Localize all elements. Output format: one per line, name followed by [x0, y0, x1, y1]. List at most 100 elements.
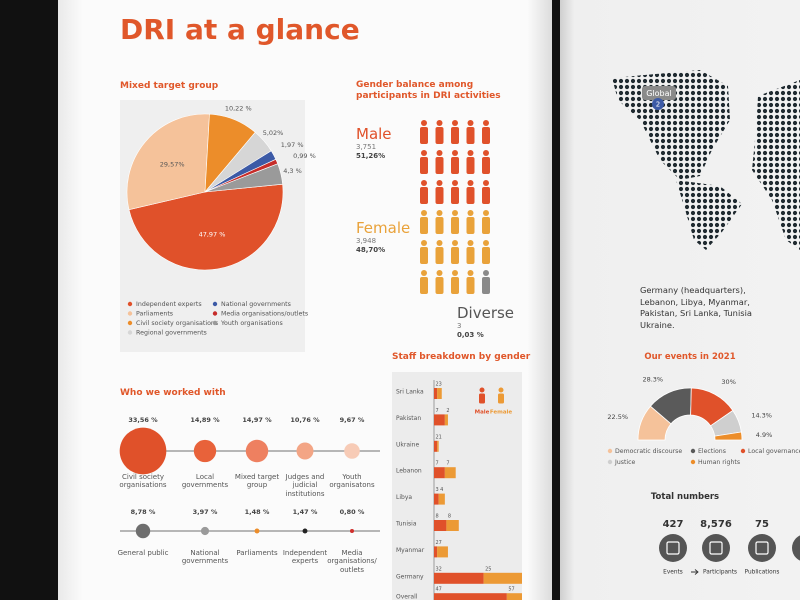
legend-swatch	[127, 320, 133, 326]
category-label: Libya	[396, 494, 412, 501]
legend-icon-head	[479, 387, 485, 393]
map-badge-count-label: 2	[656, 101, 660, 109]
legend-label: Independent experts	[136, 301, 202, 308]
bar-value-label: 2	[436, 540, 439, 546]
dot-value-label: 10,76 %	[290, 416, 320, 424]
total-icon	[748, 534, 776, 562]
gender-count: 3	[457, 322, 462, 330]
bar-value-label: 2	[436, 434, 439, 440]
world-map: Global 2	[612, 70, 800, 250]
dot-category-label: Local governments	[181, 473, 229, 490]
person-icon-head	[436, 120, 443, 126]
pie-slice	[128, 183, 284, 271]
total-value: 8,576	[700, 519, 732, 530]
page-title: DRI at a glance	[120, 13, 360, 46]
dot-category-label: Mixed target group	[234, 473, 280, 490]
person-icon-body	[482, 127, 490, 144]
gender-share: 0,03 %	[457, 331, 484, 339]
pie-value-label: 0,99 %	[293, 152, 316, 160]
bar-value-label: 2	[446, 408, 449, 414]
legend-swatch	[740, 448, 746, 454]
pie-value-label: 47,97 %	[199, 230, 226, 238]
person-icon-head	[436, 150, 443, 156]
dot	[296, 442, 314, 460]
bar-value-label: 32	[436, 566, 442, 572]
bar-segment	[434, 440, 438, 452]
bar-value-label: 3	[439, 382, 442, 388]
legend-swatch	[212, 301, 218, 307]
total-icon-glyph	[755, 541, 769, 555]
gender-share: 51,26%	[356, 152, 386, 160]
dot-category-label: Civil society organisations	[119, 473, 167, 490]
person-icon-head	[467, 180, 474, 186]
category-label: Tunisia	[395, 521, 417, 528]
pie-value-label: 10,22 %	[225, 104, 252, 112]
legend-icon-body	[498, 393, 504, 404]
bar-value-label: 7	[439, 540, 442, 546]
bar-value-label: 8	[436, 514, 439, 520]
category-label: Ukraine	[396, 441, 419, 448]
person-icon-body	[451, 127, 459, 144]
pie-value-label: 4,3 %	[283, 167, 302, 175]
person-icon-head	[483, 180, 489, 186]
chart-title: Staff breakdown by gender	[392, 352, 531, 362]
bar-segment	[437, 440, 439, 452]
bar-segment	[434, 467, 445, 479]
total-icon	[702, 534, 730, 562]
person-icon-body	[451, 217, 459, 234]
bar-segment	[434, 414, 445, 426]
donut-value-label: 14.3%	[751, 412, 772, 420]
person-icon-body	[482, 277, 490, 294]
legend-swatch	[607, 448, 613, 454]
total-icon-glyph	[666, 541, 680, 555]
donut-value-label: 22.5%	[607, 413, 628, 421]
legend-swatch	[127, 301, 133, 307]
person-icon-body	[435, 157, 444, 174]
dot	[254, 528, 260, 534]
legend-label: Democratic discourse	[615, 448, 682, 455]
person-icon-head	[467, 120, 474, 126]
dot-category-label: General public	[117, 549, 169, 557]
person-icon-head	[452, 210, 458, 216]
dot-value-label: 0,80 %	[340, 508, 365, 516]
bar-value-label: 57	[508, 587, 514, 593]
person-icon-body	[466, 157, 475, 174]
map-badge	[642, 86, 676, 100]
person-icon-body	[435, 277, 444, 294]
gender-share: 48,70%	[356, 246, 386, 254]
bar-segment	[434, 593, 507, 600]
total-value: 75	[755, 519, 769, 530]
person-icon-head	[452, 120, 458, 126]
person-icon-body	[420, 247, 428, 264]
person-icon-body	[466, 127, 475, 144]
legend-swatch	[127, 311, 133, 316]
person-icon-head	[452, 150, 458, 156]
dot-category-label: Judges and judicial institutions	[285, 473, 325, 498]
legend-icon-head	[498, 387, 504, 393]
bar-segment	[438, 493, 445, 505]
pie-value-label: 5,02%	[263, 129, 284, 137]
dot-value-label: 33,56 %	[128, 416, 158, 424]
person-icon-head	[436, 180, 443, 186]
bar-segment	[444, 414, 448, 426]
person-icon-head	[452, 240, 458, 246]
dot-category-label: Media organisations/ outlets	[327, 549, 377, 574]
section-title: Gender balance among participants in DRI…	[356, 80, 501, 102]
bar-value-label: 8	[448, 514, 451, 520]
gender-label: Diverse	[457, 304, 515, 322]
dot	[119, 427, 167, 475]
map-badge-label: Global	[646, 89, 672, 98]
bar-segment	[437, 388, 442, 399]
total-label: Publications	[745, 570, 780, 576]
pie-slice	[204, 163, 283, 193]
legend-label: Local governance	[748, 448, 800, 455]
total-icon	[659, 534, 687, 562]
legend-label: Human rights	[698, 459, 740, 466]
person-icon-body	[451, 157, 459, 174]
total-label: Events	[663, 570, 683, 576]
legend-label: Civil society organisations	[136, 320, 218, 327]
chart-title: Who we worked with	[120, 388, 226, 398]
bar-value-label: 4	[440, 487, 443, 493]
